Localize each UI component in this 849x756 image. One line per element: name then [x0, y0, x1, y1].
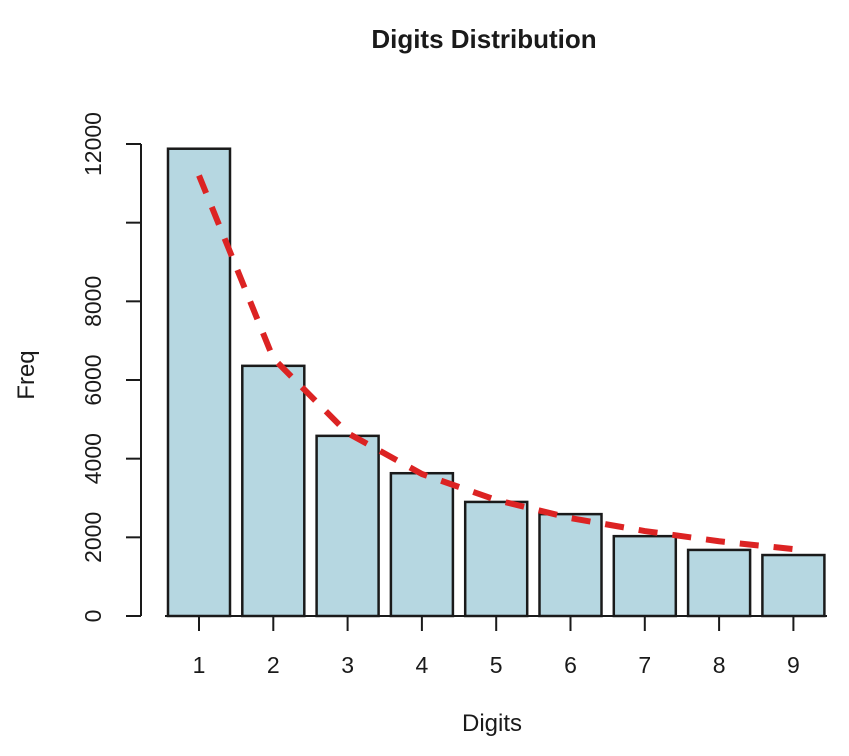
- bar-digit-2: [241, 364, 306, 618]
- bar-digit-3: [315, 434, 380, 618]
- y-tick-label: 2000: [80, 512, 106, 563]
- y-tick-label: 8000: [80, 276, 106, 327]
- bar-digit-4: [389, 471, 455, 618]
- bar-digit-5: [463, 500, 529, 618]
- bar-digit-8: [686, 548, 752, 618]
- x-tick-label: 7: [638, 652, 651, 678]
- bar-digit-6: [538, 512, 603, 618]
- chart-title: Digits Distribution: [371, 24, 596, 54]
- x-tick-label: 3: [341, 652, 354, 678]
- y-tick-label: 4000: [80, 433, 106, 484]
- y-axis-label: Freq: [13, 350, 40, 399]
- x-axis-label: Digits: [462, 710, 522, 737]
- bar-digit-7: [612, 534, 678, 618]
- y-tick-label: 0: [80, 610, 106, 623]
- x-tick-label: 5: [490, 652, 503, 678]
- x-tick-label: 8: [713, 652, 726, 678]
- y-tick-label: 6000: [80, 354, 106, 405]
- y-tick-label: 12000: [80, 112, 106, 176]
- bar-digit-1: [166, 147, 232, 618]
- plot-area: 0 2000 4000 6000 8000 12000 1 2 3 4 5 6 7 8 9: [80, 112, 827, 678]
- x-tick-label: 4: [416, 652, 429, 678]
- x-tick-label: 1: [193, 652, 206, 678]
- x-tick-label: 9: [787, 652, 800, 678]
- x-tick-label: 2: [267, 652, 280, 678]
- x-tick-label: 6: [564, 652, 577, 678]
- bar-digit-9: [761, 553, 826, 618]
